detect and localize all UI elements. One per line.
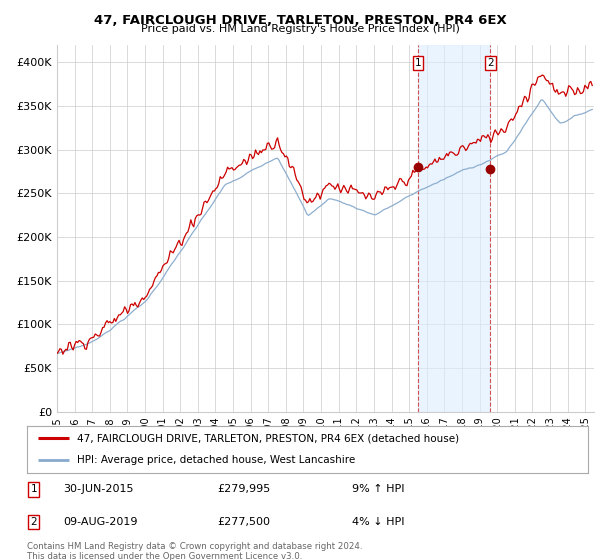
Text: £279,995: £279,995 xyxy=(218,484,271,494)
Text: 30-JUN-2015: 30-JUN-2015 xyxy=(64,484,134,494)
Text: £277,500: £277,500 xyxy=(218,517,271,527)
Text: 9% ↑ HPI: 9% ↑ HPI xyxy=(352,484,405,494)
Text: 2: 2 xyxy=(487,58,494,68)
Bar xyxy=(418,45,490,412)
Text: 47, FAIRCLOUGH DRIVE, TARLETON, PRESTON, PR4 6EX: 47, FAIRCLOUGH DRIVE, TARLETON, PRESTON,… xyxy=(94,14,506,27)
Text: 47, FAIRCLOUGH DRIVE, TARLETON, PRESTON, PR4 6EX (detached house): 47, FAIRCLOUGH DRIVE, TARLETON, PRESTON,… xyxy=(77,433,460,444)
Text: Contains HM Land Registry data © Crown copyright and database right 2024.
This d: Contains HM Land Registry data © Crown c… xyxy=(27,542,362,560)
Text: HPI: Average price, detached house, West Lancashire: HPI: Average price, detached house, West… xyxy=(77,455,356,465)
Text: 1: 1 xyxy=(415,58,421,68)
Text: 09-AUG-2019: 09-AUG-2019 xyxy=(64,517,138,527)
Text: 2: 2 xyxy=(31,517,37,527)
Text: 1: 1 xyxy=(31,484,37,494)
Text: 4% ↓ HPI: 4% ↓ HPI xyxy=(352,517,405,527)
Text: Price paid vs. HM Land Registry's House Price Index (HPI): Price paid vs. HM Land Registry's House … xyxy=(140,24,460,34)
